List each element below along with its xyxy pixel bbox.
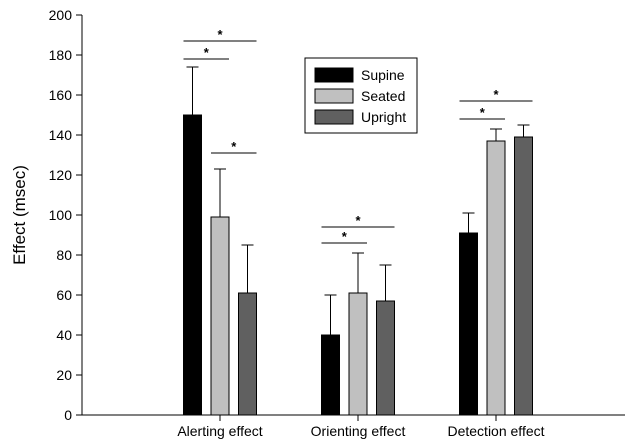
- legend-label-upright: Upright: [361, 109, 406, 125]
- bar-seated: [348, 292, 368, 416]
- x-tick-label: Alerting effect: [177, 423, 262, 439]
- bar-seated: [486, 140, 506, 416]
- y-tick-label: 20: [56, 367, 72, 383]
- bar-supine: [459, 232, 478, 416]
- y-tick-label: 160: [49, 87, 73, 103]
- legend-label-seated: Seated: [361, 88, 405, 104]
- significance-marker: *: [493, 87, 499, 102]
- y-tick-label: 40: [56, 327, 72, 343]
- y-tick-label: 120: [49, 167, 73, 183]
- significance-marker: *: [231, 139, 237, 154]
- y-tick-label: 80: [56, 247, 72, 263]
- legend-swatch-seated: [314, 88, 354, 104]
- y-tick-label: 180: [49, 47, 73, 63]
- y-tick-label: 60: [56, 287, 72, 303]
- significance-marker: *: [342, 229, 348, 244]
- bar-seated: [210, 216, 230, 416]
- bar-upright: [376, 300, 395, 416]
- bar-upright: [238, 292, 257, 416]
- x-tick-label: Detection effect: [447, 423, 544, 439]
- bar-supine: [183, 114, 202, 416]
- y-tick-label: 200: [49, 7, 73, 23]
- legend-label-supine: Supine: [361, 67, 405, 83]
- significance-marker: *: [355, 213, 361, 228]
- legend-swatch-supine: [314, 67, 354, 83]
- bar-supine: [321, 334, 340, 416]
- y-axis-title: Effect (msec): [10, 165, 29, 265]
- y-tick-label: 140: [49, 127, 73, 143]
- significance-marker: *: [480, 105, 486, 120]
- y-tick-label: 0: [64, 407, 72, 423]
- significance-marker: *: [204, 45, 210, 60]
- y-tick-label: 100: [49, 207, 73, 223]
- x-tick-label: Orienting effect: [311, 423, 406, 439]
- legend-swatch-upright: [314, 109, 354, 125]
- significance-marker: *: [217, 27, 223, 42]
- bar-upright: [514, 136, 533, 416]
